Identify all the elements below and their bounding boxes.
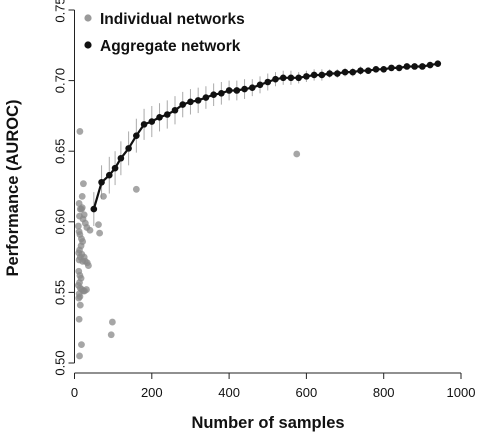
y-tick-label: 0.50 — [53, 350, 68, 375]
legend-marker-individual — [84, 14, 92, 22]
aggregate-network-point — [163, 111, 171, 118]
aggregate-network-point — [133, 132, 140, 139]
aggregate-network-point — [202, 94, 210, 101]
individual-network-point — [85, 262, 92, 269]
legend: Individual networks Aggregate network — [84, 11, 245, 55]
individual-network-point — [75, 294, 83, 302]
aggregate-network-point — [156, 114, 163, 121]
y-tick-label: 0.75 — [53, 0, 68, 23]
aggregate-network-line — [92, 62, 438, 210]
aggregate-network-point — [125, 145, 132, 152]
aggregate-network-point — [318, 71, 326, 79]
y-tick-label: 0.55 — [53, 280, 68, 305]
y-tick-label: 0.60 — [53, 209, 68, 234]
aggregate-network-point — [225, 87, 233, 94]
individual-network-point — [78, 192, 86, 200]
aggregate-network-point — [256, 81, 264, 89]
aggregate-network-point — [187, 98, 194, 106]
aggregate-network-point — [380, 66, 388, 73]
aggregate-network-point — [105, 171, 113, 179]
aggregate-network-points — [90, 60, 442, 213]
y-tick-label: 0.70 — [53, 68, 68, 93]
aggregate-network-point — [248, 84, 256, 91]
x-tick-label: 800 — [373, 385, 395, 400]
aggregate-network-point — [98, 178, 105, 186]
aggregate-network-point — [419, 63, 426, 70]
individual-network-point — [95, 221, 102, 229]
aggregate-network-point — [349, 68, 357, 76]
aggregate-network-point — [303, 73, 310, 80]
error-bars — [93, 62, 439, 227]
individual-network-point — [100, 192, 107, 200]
aggregate-network-point — [117, 154, 125, 162]
x-tick-label: 1000 — [447, 385, 476, 400]
aggregate-network-point — [210, 91, 217, 99]
aggregate-network-point — [287, 74, 295, 82]
aggregate-network-point — [140, 121, 148, 128]
aggregate-network-point — [233, 87, 241, 94]
aggregate-network-point — [264, 78, 272, 86]
individual-network-point — [107, 331, 115, 339]
individual-network-point — [76, 301, 84, 309]
axes: 0 200 400 600 800 1000 0.50 0.55 0.60 0.65 0.70 0.7… — [53, 0, 476, 400]
aggregate-network-point — [218, 90, 225, 97]
individual-network-point — [83, 286, 90, 293]
aggregate-network-point — [395, 64, 403, 72]
individual-network-point — [79, 180, 87, 188]
aggregate-network-point — [388, 64, 395, 72]
aggregate-network-point — [279, 74, 287, 82]
legend-label-aggregate: Aggregate network — [100, 38, 241, 55]
aggregate-network-point — [364, 67, 372, 75]
aggregate-network-point — [179, 101, 187, 108]
aggregate-network-point — [111, 164, 119, 172]
individual-network-point — [78, 204, 86, 212]
x-axis-title: Number of samples — [191, 414, 344, 432]
individual-network-point — [78, 341, 85, 349]
aggregate-network-point — [403, 63, 411, 70]
individual-network-point — [86, 226, 94, 234]
x-tick-label: 400 — [218, 385, 240, 400]
aggregate-network-point — [171, 106, 179, 114]
individual-network-points — [74, 128, 301, 360]
individual-network-point — [76, 128, 84, 135]
aggregate-network-point — [372, 66, 380, 73]
aggregate-network-point — [295, 74, 302, 82]
aggregate-network-point — [334, 70, 341, 77]
individual-network-point — [132, 185, 140, 193]
individual-network-point — [75, 315, 83, 323]
aggregate-network-point — [434, 60, 442, 67]
aggregate-network-point — [357, 67, 364, 75]
y-axis-title: Performance (AUROC) — [4, 100, 22, 277]
x-tick-label: 200 — [141, 385, 163, 400]
aggregate-network-point — [148, 118, 156, 125]
aggregate-network-point — [310, 71, 318, 79]
individual-network-point — [96, 229, 104, 237]
aggregate-network-point — [341, 68, 349, 76]
legend-marker-aggregate — [84, 41, 92, 49]
aggregate-network-point — [194, 97, 202, 104]
aggregate-network-point — [272, 75, 279, 83]
individual-network-point — [76, 352, 83, 360]
aggregate-network-point — [326, 70, 333, 77]
aggregate-network-point — [241, 85, 248, 93]
legend-label-individual: Individual networks — [100, 11, 245, 28]
individual-network-point — [293, 150, 301, 158]
x-tick-label: 0 — [71, 385, 78, 400]
y-tick-label: 0.65 — [53, 139, 68, 164]
individual-network-point — [108, 318, 116, 326]
aggregate-network-point — [90, 205, 98, 213]
x-tick-label: 600 — [296, 385, 318, 400]
aggregate-network-point — [426, 61, 434, 69]
aggregate-network-point — [411, 63, 418, 70]
individual-network-point — [74, 222, 82, 230]
